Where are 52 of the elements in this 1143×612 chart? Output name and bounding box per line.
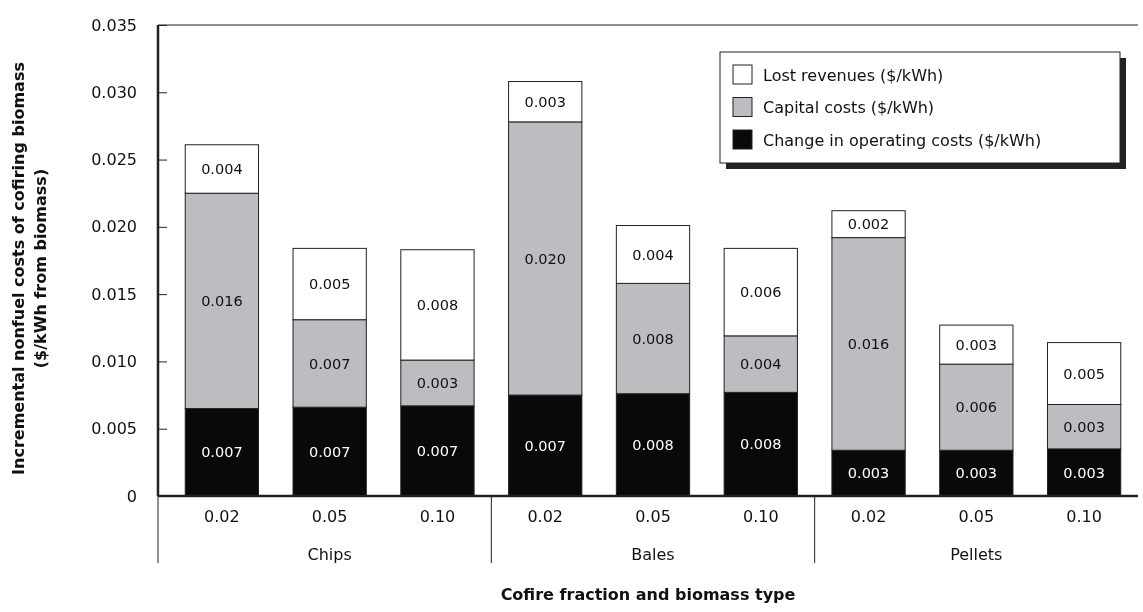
data-label: 0.002	[847, 216, 890, 233]
data-label: 0.008	[416, 296, 459, 313]
data-label: 0.005	[308, 276, 351, 293]
data-label: 0.003	[955, 465, 998, 482]
text: Bales	[631, 544, 675, 564]
x-tick-label: 0.02	[204, 506, 240, 526]
x-tick-label: 0.10	[1066, 506, 1102, 526]
data-label: 0.007	[524, 437, 566, 454]
data-label: 0.007	[308, 443, 351, 460]
x-tick-label: 0.05	[958, 506, 995, 526]
data-label: 0.016	[847, 336, 890, 353]
legend-label: Lost revenues ($/kWh)	[763, 65, 944, 85]
data-label: 0.016	[201, 292, 243, 309]
data-label: 0.003	[1063, 464, 1105, 481]
data-label: 0.008	[740, 436, 782, 453]
data-label: 0.004	[632, 246, 674, 263]
data-label: 0.003	[416, 375, 459, 392]
x-tick-label: 0.02	[850, 506, 887, 526]
y-tick-label: 0.005	[91, 419, 137, 439]
x-tick-label: 0.10	[419, 506, 456, 526]
data-label: 0.020	[524, 250, 566, 267]
x-tick-label: 0.10	[742, 506, 779, 526]
x-tick-label: 0.05	[635, 506, 671, 526]
data-label: 0.004	[201, 161, 243, 178]
data-label: 0.005	[1063, 365, 1105, 382]
text: Pellets	[950, 544, 1003, 564]
y-tick-label: 0.020	[91, 217, 137, 237]
data-label: 0.004	[740, 356, 782, 373]
legend-label: Change in operating costs ($/kWh)	[763, 130, 1042, 150]
data-label: 0.008	[632, 330, 674, 347]
text: Chips	[307, 544, 352, 564]
legend-label: Capital costs ($/kWh)	[763, 98, 935, 118]
data-label: 0.003	[524, 93, 566, 110]
data-label: 0.006	[740, 284, 782, 301]
data-label: 0.007	[416, 442, 459, 459]
y-tick-label: 0.035	[91, 15, 137, 35]
data-label: 0.007	[201, 444, 243, 461]
x-tick-label: 0.02	[527, 506, 564, 526]
y-tick-label: 0.010	[91, 352, 137, 372]
data-label: 0.003	[1063, 418, 1105, 435]
y-tick-label: 0	[126, 486, 137, 506]
data-label: 0.003	[847, 465, 890, 482]
y-tick-label: 0.030	[91, 82, 137, 102]
data-label: 0.006	[955, 399, 998, 416]
y-tick-label: 0.015	[91, 284, 137, 304]
x-tick-label: 0.05	[311, 506, 348, 526]
y-tick-label: 0.025	[91, 150, 137, 170]
data-label: 0.003	[955, 336, 998, 353]
x-axis-title: Cofire fraction and biomass type	[500, 584, 796, 604]
y-axis-title: Incremental nonfuel costs of cofiring biomass ($/kWh from biomass)	[9, 62, 50, 475]
data-label: 0.008	[632, 436, 674, 453]
data-label: 0.007	[308, 355, 351, 372]
